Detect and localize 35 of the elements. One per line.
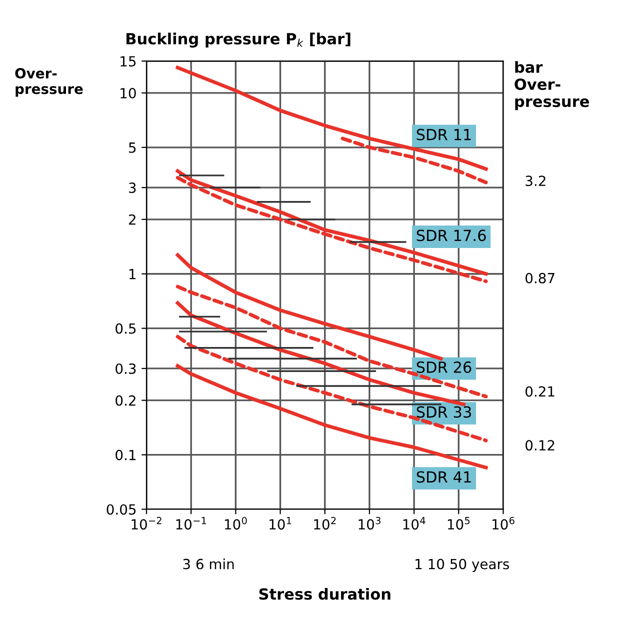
y-tick-label: 0.1 [116, 450, 136, 460]
y-tick-label: 5 [129, 142, 136, 153]
y2-axis-title: bar Over- pressure [514, 61, 589, 110]
y-tick-label: 15 [120, 56, 136, 67]
text: Over- pressure [15, 68, 83, 97]
y-tick-label: 0.05 [106, 504, 136, 515]
annotation: SDR 11 [416, 128, 471, 140]
x-tick-label: 10$^{2}$ [314, 516, 336, 530]
y-tick-label: 0.2 [116, 395, 136, 406]
annotation: SDR 41 [416, 471, 471, 483]
y-tick-label: 0.5 [116, 323, 136, 334]
text: 3.2 [526, 176, 546, 186]
annotation: SDR 33 [416, 406, 471, 418]
x-tick-label: 10$^{3}$ [358, 516, 380, 530]
x-tick-label: 10$^{6}$ [492, 516, 514, 530]
text: 0.21 [526, 386, 554, 397]
annotation: SDR 26 [416, 361, 472, 373]
x-tick-label: 10$^{−2}$ [132, 516, 162, 530]
text: 0.12 [526, 440, 554, 451]
annotation: SDR 17.6 [416, 230, 486, 242]
y-axis-title: Buckling pressure P$_{k}$ [bar] [126, 32, 350, 48]
y-tick-label: 3 [129, 182, 136, 194]
y-tick-label: 10 [120, 88, 136, 98]
text: 0.87 [526, 272, 554, 284]
x-tick-label: 10$^{5}$ [448, 517, 470, 530]
x-tick-label: 10$^{0}$ [224, 516, 247, 530]
y-tick-label: 2 [128, 214, 136, 225]
x-tick-label: 10$^{4}$ [403, 517, 426, 530]
x-tick-label: 10$^{−1}$ [176, 517, 206, 530]
text: 3 6 min [183, 558, 234, 570]
y-tick-label: 0.3 [116, 363, 136, 374]
text: 1 10 50 years [416, 558, 510, 572]
y-tick-label: 1 [129, 269, 136, 280]
x-tick-label: 10$^{1}$ [270, 517, 292, 530]
x-axis-title: Stress duration [259, 588, 390, 600]
